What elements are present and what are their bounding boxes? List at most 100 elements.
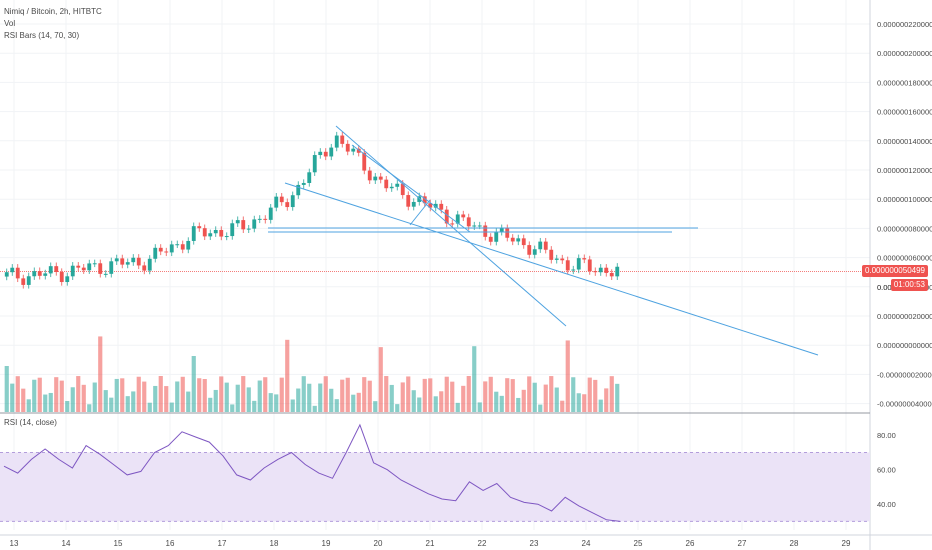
trend-line <box>351 144 471 233</box>
volume-bar <box>461 385 466 412</box>
candle-body <box>279 196 284 203</box>
time-axis-label: 14 <box>62 539 71 548</box>
symbol-title[interactable]: Nimiq / Bitcoin, 2h, HITBTC <box>4 7 102 16</box>
candle-body <box>472 225 477 227</box>
candle-body <box>543 241 548 250</box>
time-axis-label: 26 <box>686 539 695 548</box>
candle-body <box>488 236 493 242</box>
candle-body <box>505 228 510 238</box>
candle-body <box>10 267 15 273</box>
candle-body <box>323 151 328 157</box>
volume-bar <box>538 404 543 412</box>
time-axis-label: 17 <box>218 539 227 548</box>
candle-body <box>191 226 196 241</box>
volume-bar <box>252 400 257 412</box>
volume-bar <box>329 388 334 412</box>
volume-bar <box>87 404 92 412</box>
candle-body <box>527 245 532 255</box>
volume-bar <box>81 384 86 412</box>
time-axis-label: 21 <box>426 539 435 548</box>
candle-body <box>549 249 554 260</box>
rsi-label[interactable]: RSI (14, close) <box>4 418 57 427</box>
candle-body <box>65 276 70 283</box>
rsi-bars-label[interactable]: RSI Bars (14, 70, 30) <box>4 31 80 40</box>
candle-body <box>598 267 603 273</box>
candle-body <box>582 258 587 260</box>
candle-body <box>142 265 147 271</box>
volume-bar <box>554 387 559 412</box>
candle-body <box>356 148 361 153</box>
candle-body <box>164 251 169 253</box>
volume-label[interactable]: Vol <box>4 19 16 28</box>
volume-bar <box>472 346 477 412</box>
candle-body <box>26 276 31 285</box>
volume-bar <box>488 376 493 412</box>
volume-bar <box>444 376 449 412</box>
volume-bar <box>351 394 356 412</box>
candle-body <box>477 225 482 227</box>
candle-body <box>593 271 598 273</box>
candle-body <box>274 196 279 208</box>
volume-bar <box>92 382 97 412</box>
candle-body <box>268 207 273 220</box>
countdown-badge: 01:00:53 <box>890 279 928 291</box>
candle-body <box>180 244 185 250</box>
volume-bar <box>290 399 295 412</box>
price-axis-label: 0.000000000000 <box>877 341 932 350</box>
candle-body <box>147 258 152 271</box>
volume-bar <box>615 383 620 412</box>
time-axis-label: 19 <box>322 539 331 548</box>
candle-body <box>114 258 119 262</box>
candle-body <box>318 151 323 156</box>
volume-bar <box>532 382 537 412</box>
candle-body <box>15 267 20 279</box>
volume-bar <box>318 383 323 412</box>
candle-body <box>466 217 471 227</box>
candle-body <box>98 263 103 274</box>
candle-body <box>208 233 213 237</box>
volume-bar <box>153 385 158 412</box>
rsi-band <box>0 452 870 522</box>
volume-bar <box>428 378 433 412</box>
candle-body <box>241 220 246 230</box>
price-axis-label: 0.000000220000 <box>877 20 932 29</box>
candle-body <box>450 223 455 225</box>
price-axis-label: 0.0000 <box>877 283 900 292</box>
volume-bar <box>455 402 460 412</box>
candle-body <box>290 195 295 208</box>
rsi-axis-label: 40.00 <box>877 500 896 509</box>
volume-bar <box>114 378 119 412</box>
volume-bar <box>186 391 191 412</box>
volume-bar <box>604 388 609 412</box>
price-axis-label: 0.000000160000 <box>877 108 932 117</box>
volume-bar <box>345 377 350 412</box>
candle-body <box>48 266 53 274</box>
time-axis-label: 25 <box>634 539 643 548</box>
candle-body <box>153 247 158 259</box>
price-axis-label: 0.000000020000 <box>877 312 932 321</box>
time-axis-label: 16 <box>166 539 175 548</box>
time-axis-label: 13 <box>10 539 19 548</box>
volume-bar <box>257 380 262 412</box>
volume-bar <box>411 390 416 412</box>
volume-bar <box>208 397 213 412</box>
volume-bar <box>323 376 328 412</box>
candle-body <box>499 228 504 232</box>
candle-body <box>378 176 383 180</box>
candle-body <box>367 170 372 181</box>
volume-bar <box>26 399 31 412</box>
candle-body <box>92 263 97 265</box>
volume-bar <box>367 380 372 412</box>
volume-bar <box>274 394 279 412</box>
volume-bar <box>54 377 59 412</box>
price-axis-label: -0.000000020000 <box>877 370 932 379</box>
volume-bar <box>477 402 482 412</box>
candle-body <box>246 228 251 230</box>
volume-bar <box>202 379 207 412</box>
candle-body <box>4 272 9 277</box>
volume-bar <box>103 390 108 412</box>
volume-bar <box>4 366 9 412</box>
candle-body <box>109 261 114 274</box>
volume-bar <box>76 376 81 412</box>
